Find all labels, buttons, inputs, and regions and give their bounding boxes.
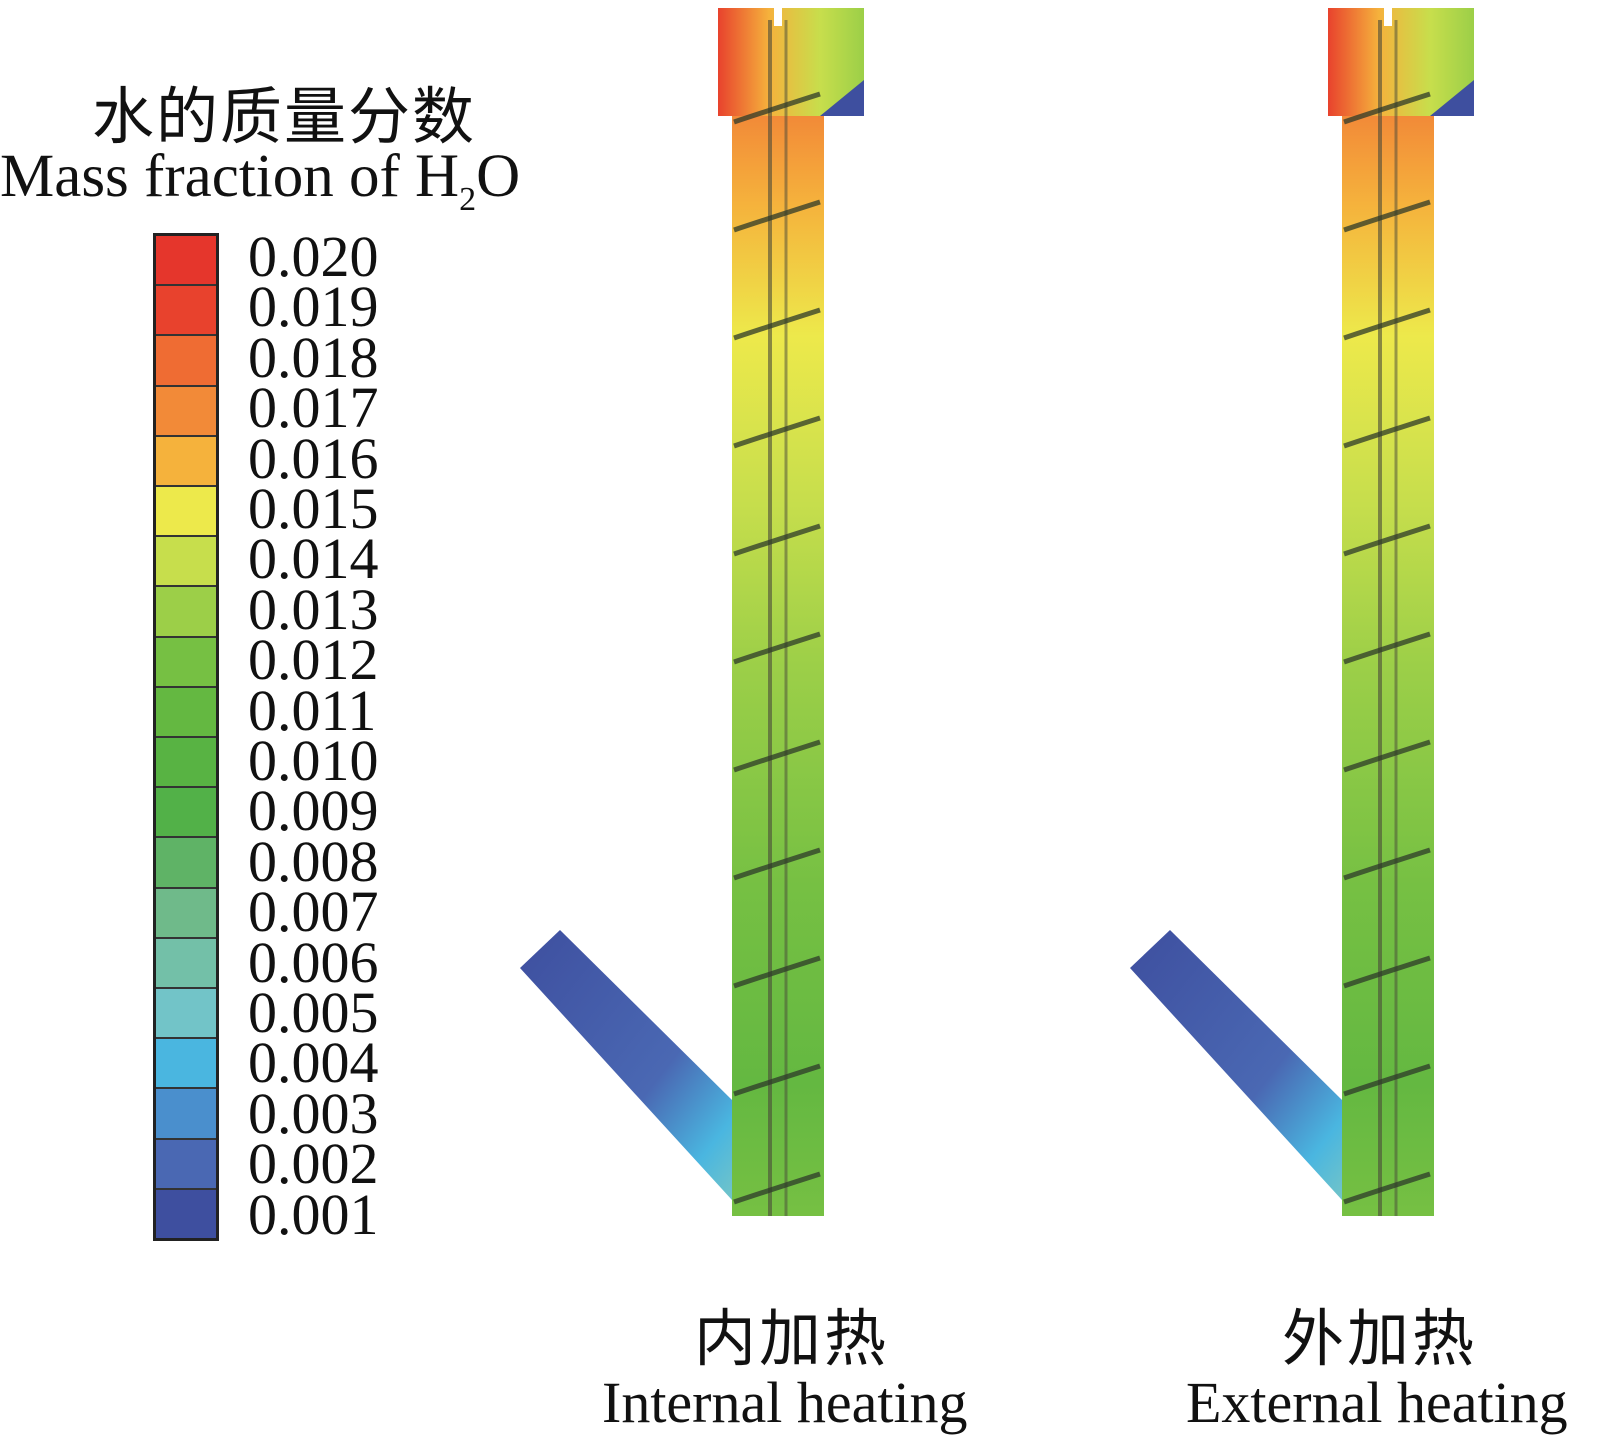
colorbar-tick-label: 0.002: [248, 1131, 379, 1197]
screw-flight: [733, 739, 821, 773]
external-heating-contour: [1130, 8, 1474, 1216]
colorbar-segment: [156, 938, 216, 990]
colorbar-tick-label: 0.009: [248, 778, 379, 844]
screw-flight: [1343, 631, 1431, 665]
screw-flight: [1343, 1171, 1431, 1205]
colorbar-segment: [156, 738, 216, 789]
outlet-header: [1328, 8, 1474, 116]
colorbar-tick-label: 0.003: [248, 1080, 379, 1146]
screw-flight: [733, 631, 821, 665]
legend-title-cn: 水的质量分数: [92, 80, 477, 153]
colorbar-segment: [156, 386, 216, 437]
colorbar-segment: [156, 1139, 216, 1190]
screw-flight: [733, 955, 821, 989]
colorbar-segment: [156, 637, 216, 688]
colorbar-segment: [156, 888, 216, 939]
colorbar-tick-label: 0.015: [248, 476, 379, 541]
screw-flight: [1343, 91, 1431, 125]
colorbar-segment: [156, 788, 216, 839]
screw-flight: [1343, 739, 1431, 773]
colorbar-segment: [156, 1189, 216, 1239]
reactor-column: [1342, 116, 1434, 1216]
colorbar-segment: [156, 838, 216, 889]
colorbar-segment: [156, 236, 216, 287]
internal-heating-caption-en: Internal heating: [602, 1370, 968, 1435]
colorbar-tick-label: 0.020: [248, 224, 379, 289]
legend-title-en: Mass fraction of H2O: [0, 142, 600, 235]
inlet-pipe: [1130, 930, 1342, 1200]
colorbar-tick-label: 0.007: [248, 879, 379, 945]
screw-flight: [1343, 955, 1431, 989]
screw-flight: [733, 847, 821, 881]
internal-heating-contour: [520, 8, 864, 1216]
screw-flight: [733, 415, 821, 449]
colorbar-tick-label: 0.011: [248, 677, 377, 743]
colorbar-tick-label: 0.008: [248, 828, 379, 894]
screw-flight: [733, 91, 821, 125]
legend-title-en-tail: O: [476, 143, 521, 210]
screw-flight: [1343, 1063, 1431, 1097]
screw-flight: [733, 307, 821, 341]
internal-heating-caption-cn: 内加热: [694, 1302, 890, 1375]
colorbar-segment: [156, 336, 216, 387]
colorbar-tick-label: 0.004: [248, 1030, 379, 1096]
colorbar-tick-label: 0.005: [248, 980, 379, 1045]
colorbar-tick-label: 0.017: [248, 375, 379, 441]
external-heating-caption-en: External heating: [1186, 1370, 1568, 1435]
colorbar-segment: [156, 436, 216, 488]
screw-flight: [1343, 523, 1431, 557]
colorbar-segment: [156, 537, 216, 588]
colorbar-tick-label: 0.019: [248, 274, 379, 340]
screw-flight: [733, 1171, 821, 1205]
reactor-column: [732, 116, 824, 1216]
screw-flight: [1343, 415, 1431, 449]
colorbar-tick-label: 0.018: [248, 324, 379, 390]
colorbar-tick-label: 0.016: [248, 425, 379, 491]
external-heating-caption-cn: 外加热: [1282, 1302, 1478, 1375]
colorbar-tick-label: 0.014: [248, 526, 379, 592]
colorbar-segment: [156, 587, 216, 638]
colorbar-segment: [156, 1089, 216, 1140]
colorbar-segment: [156, 687, 216, 739]
colorbar-segment: [156, 487, 216, 538]
screw-flight: [1343, 199, 1431, 233]
screw-flight: [733, 1063, 821, 1097]
legend-title-en-main: Mass fraction of H: [0, 143, 460, 210]
colorbar-segment: [156, 1039, 216, 1090]
outlet-header: [718, 8, 864, 116]
screw-flight: [1343, 847, 1431, 881]
colorbar-tick-label: 0.013: [248, 576, 379, 642]
colorbar-tick-labels: 0.020 0.019 0.018 0.017 0.016 0.015 0.014 0.013…: [248, 228, 428, 1248]
colorbar-tick-label: 0.010: [248, 728, 379, 793]
colorbar: [153, 233, 219, 1241]
colorbar-segment: [156, 989, 216, 1040]
colorbar-tick-label: 0.012: [248, 627, 379, 693]
colorbar-segment: [156, 286, 216, 337]
colorbar-tick-label: 0.006: [248, 929, 379, 995]
screw-flight: [1343, 307, 1431, 341]
screw-flight: [733, 523, 821, 557]
legend-title-en-subscript: 2: [459, 181, 477, 218]
inlet-pipe: [520, 930, 732, 1200]
colorbar-tick-label: 0.001: [248, 1181, 379, 1247]
screw-flight: [733, 199, 821, 233]
